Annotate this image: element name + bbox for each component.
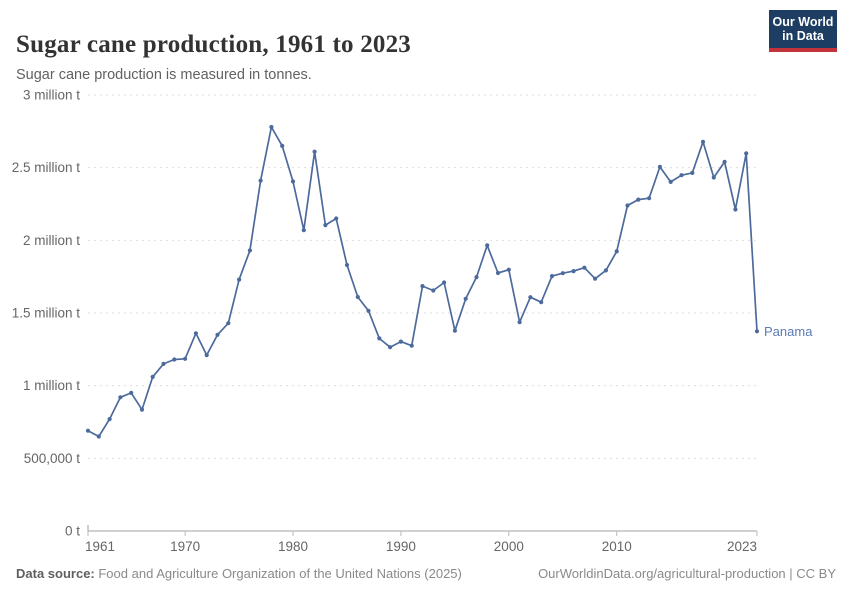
data-point — [301, 228, 306, 233]
data-point — [183, 356, 188, 361]
data-source-text: Data source: Food and Agriculture Organi… — [16, 566, 462, 581]
series-end-label: Panama — [764, 324, 813, 339]
data-point — [129, 390, 134, 395]
data-point — [539, 300, 544, 305]
data-point — [668, 179, 673, 184]
data-point — [258, 178, 263, 183]
data-point — [215, 332, 220, 337]
data-point — [226, 321, 231, 326]
data-point — [161, 361, 166, 366]
data-point — [344, 262, 350, 268]
data-point — [323, 223, 328, 228]
data-point — [420, 284, 425, 289]
data-point — [431, 288, 436, 293]
data-point — [582, 265, 587, 270]
data-point — [700, 139, 706, 144]
owid-logo[interactable]: Our World in Data — [769, 10, 837, 52]
data-point — [733, 207, 738, 212]
data-point — [366, 308, 371, 313]
data-point — [139, 407, 145, 412]
x-axis-tick-label: 1961 — [85, 539, 115, 554]
data-point — [118, 395, 123, 400]
data-point — [172, 357, 177, 362]
owid-logo-line1: Our World — [772, 14, 834, 29]
data-point — [312, 149, 317, 154]
x-axis-tick-label: 1980 — [278, 539, 308, 554]
data-point — [690, 170, 695, 175]
data-point — [636, 197, 641, 202]
owid-logo-line2: in Data — [782, 29, 824, 43]
x-axis-tick-label: 1990 — [386, 539, 416, 554]
data-point — [442, 280, 447, 285]
data-point — [560, 271, 565, 276]
data-point — [744, 151, 749, 156]
line-chart[interactable]: 0 t 500,000 t 1 million t 1.5 million t 2 mi… — [0, 80, 850, 560]
y-axis-tick-label: 2.5 million t — [12, 160, 81, 175]
data-point — [193, 331, 198, 336]
data-point — [495, 270, 501, 276]
credit-link[interactable]: OurWorldinData.org/agricultural-producti… — [538, 566, 836, 581]
data-point — [603, 268, 609, 273]
data-point — [528, 295, 533, 300]
y-axis-tick-label: 3 million t — [23, 88, 80, 103]
data-point — [452, 328, 457, 333]
data-point — [96, 434, 101, 439]
data-point — [657, 164, 663, 169]
data-point — [517, 320, 522, 325]
data-point — [614, 249, 619, 254]
data-point — [722, 159, 727, 164]
x-axis-tick-label: 2010 — [602, 539, 632, 554]
data-point — [571, 269, 576, 274]
y-axis-tick-label: 1.5 million t — [12, 306, 81, 321]
data-point — [280, 143, 285, 148]
data-point — [647, 196, 652, 201]
data-point — [485, 243, 490, 248]
data-point — [388, 345, 393, 350]
x-axis-tick-label: 1970 — [170, 539, 200, 554]
data-point — [377, 336, 382, 341]
data-point — [85, 428, 91, 433]
data-point — [107, 417, 112, 422]
data-point — [237, 277, 242, 282]
data-point — [506, 267, 511, 272]
data-point — [269, 124, 274, 130]
data-point — [754, 329, 760, 334]
data-source-value: Food and Agriculture Organization of the… — [94, 566, 462, 581]
data-point — [204, 353, 209, 358]
data-point — [593, 276, 598, 281]
data-point — [711, 175, 716, 180]
data-point — [549, 274, 555, 279]
chart-footer: Data source: Food and Agriculture Organi… — [16, 566, 836, 581]
page-title: Sugar cane production, 1961 to 2023 — [16, 30, 412, 58]
data-point — [625, 203, 630, 208]
x-axis-tick-label: 2000 — [494, 539, 524, 554]
y-axis-tick-label: 500,000 t — [24, 451, 81, 466]
data-point — [150, 374, 155, 379]
data-point — [463, 296, 468, 301]
data-point — [247, 248, 252, 253]
y-axis-tick-label: 2 million t — [23, 233, 80, 248]
data-point — [290, 179, 296, 184]
x-axis-tick-label: 2023 — [727, 539, 757, 554]
chart-subtitle: Sugar cane production is measured in ton… — [16, 66, 312, 83]
data-point — [398, 339, 403, 344]
data-point — [409, 343, 414, 348]
data-source-label: Data source: — [16, 566, 95, 581]
y-axis-tick-label: 0 t — [65, 524, 80, 539]
data-point — [355, 294, 360, 300]
data-line — [87, 126, 758, 438]
data-point — [679, 173, 684, 178]
y-axis-tick-label: 1 million t — [23, 378, 80, 393]
data-point — [474, 275, 479, 280]
data-point — [334, 216, 339, 221]
